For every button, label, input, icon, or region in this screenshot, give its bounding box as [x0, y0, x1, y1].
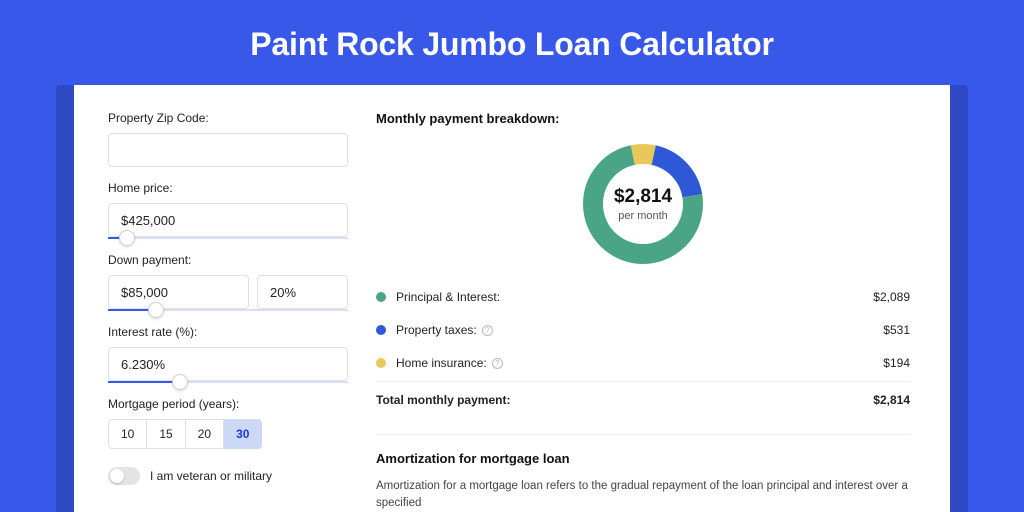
legend-value: $194 — [883, 356, 910, 370]
donut-center: $2,814 per month — [581, 142, 705, 266]
breakdown-panel: Monthly payment breakdown: $2,814 per mo… — [376, 111, 910, 512]
interest-rate-input[interactable] — [108, 347, 348, 381]
slider-thumb[interactable] — [119, 230, 135, 246]
down-payment-input[interactable] — [108, 275, 249, 309]
down-payment-field: Down payment: — [108, 253, 348, 311]
slider-thumb[interactable] — [148, 302, 164, 318]
amortization-text: Amortization for a mortgage loan refers … — [376, 478, 910, 512]
zip-input[interactable] — [108, 133, 348, 167]
legend: Principal & Interest:$2,089Property taxe… — [376, 280, 910, 379]
home-price-input[interactable] — [108, 203, 348, 237]
inputs-panel: Property Zip Code: Home price: Down paym… — [108, 111, 348, 512]
breakdown-heading: Monthly payment breakdown: — [376, 111, 910, 126]
legend-total-row: Total monthly payment: $2,814 — [376, 381, 910, 416]
veteran-toggle[interactable] — [108, 467, 140, 485]
donut-amount: $2,814 — [614, 186, 672, 208]
legend-dot — [376, 325, 386, 335]
calculator-card: Property Zip Code: Home price: Down paym… — [74, 85, 950, 512]
donut-chart-wrap: $2,814 per month — [376, 138, 910, 280]
veteran-label: I am veteran or military — [150, 469, 272, 483]
mortgage-period-field: Mortgage period (years): 10152030 — [108, 397, 348, 449]
amortization-section: Amortization for mortgage loan Amortizat… — [376, 434, 910, 512]
mortgage-period-options: 10152030 — [108, 419, 348, 449]
veteran-row: I am veteran or military — [108, 467, 348, 485]
legend-row: Property taxes:?$531 — [376, 313, 910, 346]
period-option-15[interactable]: 15 — [147, 419, 185, 449]
donut-chart: $2,814 per month — [581, 142, 705, 266]
legend-dot — [376, 358, 386, 368]
home-price-slider[interactable] — [108, 237, 348, 239]
legend-label: Principal & Interest: — [396, 290, 873, 304]
toggle-knob — [110, 469, 124, 483]
period-option-10[interactable]: 10 — [108, 419, 147, 449]
legend-label: Home insurance:? — [396, 356, 883, 370]
legend-row: Home insurance:?$194 — [376, 346, 910, 379]
period-option-20[interactable]: 20 — [186, 419, 224, 449]
legend-value: $2,089 — [873, 290, 910, 304]
home-price-field: Home price: — [108, 181, 348, 239]
total-value: $2,814 — [873, 393, 910, 407]
down-payment-label: Down payment: — [108, 253, 348, 267]
interest-rate-field: Interest rate (%): — [108, 325, 348, 383]
legend-label: Property taxes:? — [396, 323, 883, 337]
card-backdrop: Property Zip Code: Home price: Down paym… — [56, 85, 968, 512]
legend-value: $531 — [883, 323, 910, 337]
period-option-30[interactable]: 30 — [224, 419, 262, 449]
legend-row: Principal & Interest:$2,089 — [376, 280, 910, 313]
info-icon[interactable]: ? — [492, 358, 503, 369]
donut-sub: per month — [618, 210, 668, 222]
amortization-heading: Amortization for mortgage loan — [376, 451, 910, 466]
home-price-label: Home price: — [108, 181, 348, 195]
interest-rate-label: Interest rate (%): — [108, 325, 348, 339]
down-payment-pct-input[interactable] — [257, 275, 348, 309]
slider-thumb[interactable] — [172, 374, 188, 390]
zip-field: Property Zip Code: — [108, 111, 348, 167]
down-payment-slider[interactable] — [108, 309, 348, 311]
mortgage-period-label: Mortgage period (years): — [108, 397, 348, 411]
zip-label: Property Zip Code: — [108, 111, 348, 125]
info-icon[interactable]: ? — [482, 325, 493, 336]
page-title: Paint Rock Jumbo Loan Calculator — [0, 0, 1024, 85]
total-label: Total monthly payment: — [376, 393, 873, 407]
interest-rate-slider[interactable] — [108, 381, 348, 383]
legend-dot — [376, 292, 386, 302]
